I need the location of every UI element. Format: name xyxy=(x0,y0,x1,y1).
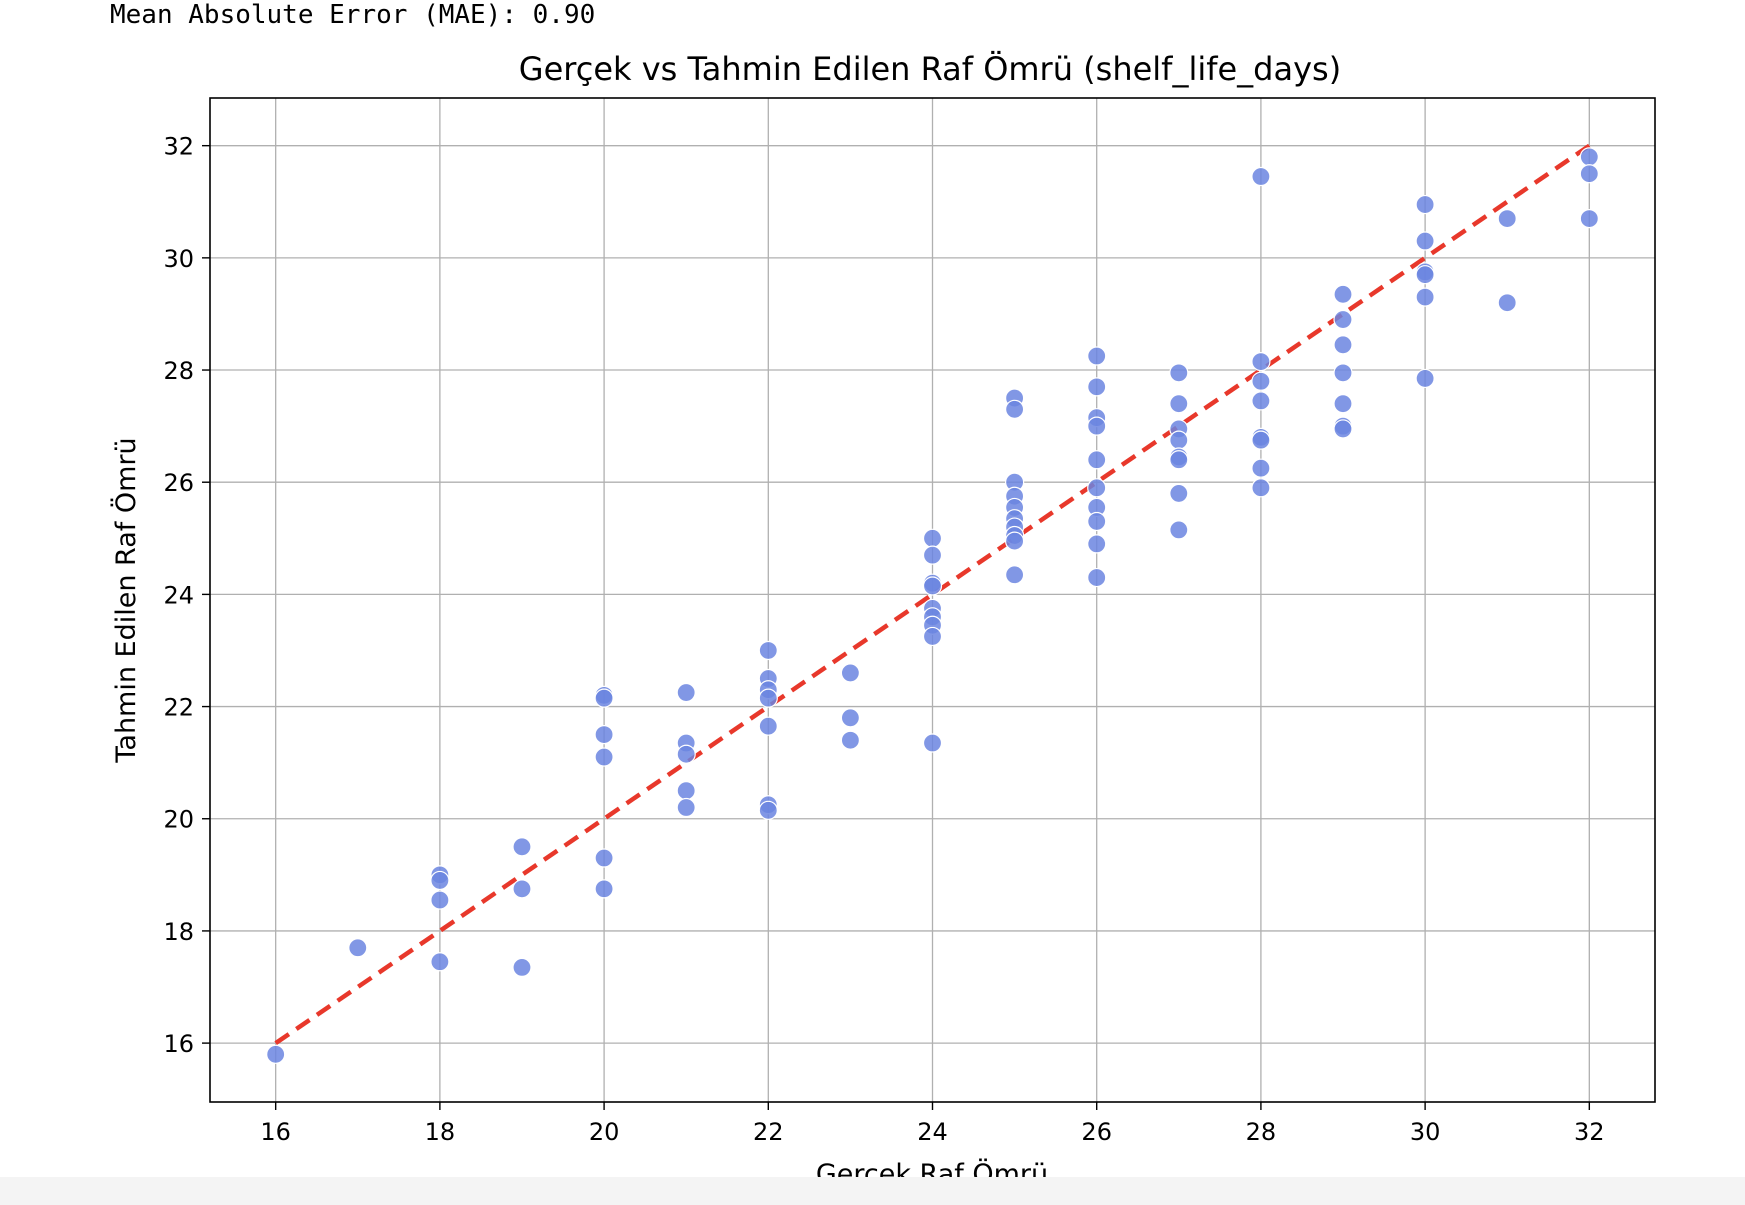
scatter-point xyxy=(1333,309,1353,330)
scatter-point xyxy=(922,545,943,565)
scatter-point xyxy=(922,528,943,548)
scatter-point xyxy=(1333,284,1353,304)
mae-output-text: Mean Absolute Error (MAE): 0.90 xyxy=(110,0,596,30)
scatter-point xyxy=(266,1044,286,1064)
scatter-point xyxy=(1169,430,1189,450)
data-points xyxy=(266,147,1599,1064)
scatter-point xyxy=(430,870,450,891)
x-tick-label: 26 xyxy=(1081,1118,1112,1146)
scatter-point xyxy=(676,744,696,764)
scatter-point xyxy=(1251,166,1271,187)
scatter-point xyxy=(1169,483,1189,504)
scatter-point xyxy=(758,640,778,661)
scatter-point xyxy=(1415,368,1435,389)
y-tick-label: 22 xyxy=(163,694,194,722)
y-tick-label: 26 xyxy=(163,469,194,497)
bottom-strip xyxy=(0,1177,1745,1205)
scatter-point xyxy=(594,879,614,899)
y-tick-label: 30 xyxy=(163,245,194,273)
scatter-point xyxy=(1415,287,1435,307)
x-tick-label: 22 xyxy=(753,1118,784,1146)
x-tick-label: 24 xyxy=(917,1118,948,1146)
scatter-point xyxy=(922,626,943,647)
scatter-point xyxy=(840,663,860,683)
scatter-point xyxy=(594,688,614,708)
scatter-point xyxy=(1251,391,1271,411)
scatter-point xyxy=(1415,231,1435,251)
y-tick-label: 32 xyxy=(163,133,194,161)
y-tick-label: 18 xyxy=(163,918,194,946)
scatter-point xyxy=(1251,430,1271,450)
scatter-point xyxy=(348,938,368,958)
scatter-point xyxy=(758,800,778,820)
scatter-point xyxy=(676,797,696,818)
scatter-point xyxy=(1005,565,1025,585)
scatter-point xyxy=(430,890,450,910)
scatter-point xyxy=(512,957,532,977)
scatter-point xyxy=(1579,164,1599,184)
x-tick-label: 20 xyxy=(589,1118,620,1146)
scatter-point xyxy=(512,837,532,857)
reference-line-group xyxy=(274,143,1591,1045)
scatter-point xyxy=(1087,534,1107,554)
axis-ticks: 16 18 20 22 24 26 28 30 32 16 18 20 22 24 26 28 30 32 xyxy=(163,133,1604,1146)
scatter-point xyxy=(1087,478,1107,498)
scatter-point xyxy=(758,688,778,708)
scatter-point xyxy=(922,733,943,753)
scatter-point xyxy=(1333,363,1353,383)
scatter-point xyxy=(1169,394,1189,414)
x-tick-label: 16 xyxy=(260,1118,291,1146)
scatter-point xyxy=(1497,208,1517,229)
scatter-point xyxy=(512,879,532,899)
scatter-point xyxy=(922,576,943,596)
scatter-point xyxy=(1087,511,1107,532)
scatter-point xyxy=(1579,208,1599,229)
x-tick-label: 30 xyxy=(1410,1118,1441,1146)
y-tick-label: 28 xyxy=(163,357,194,385)
scatter-point xyxy=(1333,394,1353,414)
scatter-point xyxy=(758,716,778,736)
scatter-point xyxy=(1579,147,1599,167)
chart-title: Gerçek vs Tahmin Edilen Raf Ömrü (shelf_… xyxy=(519,50,1341,88)
scatter-point xyxy=(1169,363,1189,383)
scatter-point xyxy=(676,682,696,703)
scatter-point xyxy=(1087,567,1107,588)
x-tick-label: 32 xyxy=(1574,1118,1605,1146)
scatter-point xyxy=(1251,371,1271,391)
scatter-point xyxy=(1251,352,1271,372)
scatter-point xyxy=(1333,335,1353,355)
y-tick-label: 24 xyxy=(163,581,194,609)
scatter-point xyxy=(1005,531,1025,551)
scatter-point xyxy=(1087,377,1107,397)
scatter-point xyxy=(1087,450,1107,470)
y-tick-label: 20 xyxy=(163,806,194,834)
scatter-point xyxy=(676,781,696,801)
scatter-point xyxy=(1497,293,1517,313)
scatter-point xyxy=(594,848,614,868)
scatter-point xyxy=(1251,458,1271,478)
x-tick-label: 28 xyxy=(1246,1118,1277,1146)
scatter-point xyxy=(1415,265,1435,285)
scatter-point xyxy=(840,708,860,728)
scatter-point xyxy=(1333,419,1353,439)
scatter-point xyxy=(1087,346,1107,366)
scatter-point xyxy=(1005,399,1025,419)
scatter-point xyxy=(1169,520,1189,540)
scatter-point xyxy=(1087,416,1107,436)
scatter-point xyxy=(430,952,450,972)
x-tick-label: 18 xyxy=(425,1118,456,1146)
scatter-point xyxy=(1251,478,1271,498)
scatter-point xyxy=(594,747,614,767)
scatter-point xyxy=(594,725,614,745)
y-tick-label: 16 xyxy=(163,1030,194,1058)
y-axis-label: Tahmin Edilen Raf Ömrü xyxy=(110,437,142,763)
reference-line xyxy=(274,143,1591,1045)
scatter-point xyxy=(1169,450,1189,470)
grid-lines xyxy=(210,98,1655,1102)
scatter-point xyxy=(840,730,860,750)
scatter-point xyxy=(1415,194,1435,215)
